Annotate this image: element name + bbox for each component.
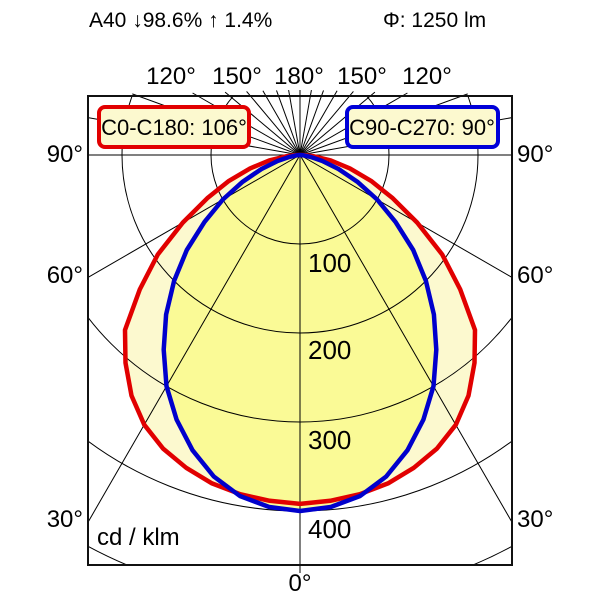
angle-label-left-2: 30° [47, 506, 83, 533]
radial-value-label-3: 400 [308, 514, 351, 544]
header-lamp-distribution: A40 ↓98.6% ↑ 1.4% [89, 9, 272, 32]
grid-ray-130-left [224, 91, 301, 156]
angle-label-bottom-0: 0° [289, 570, 312, 597]
legend-box-c90-c270 [345, 105, 500, 149]
grid-ray-160-right [299, 90, 324, 156]
grid-ray-60-left [87, 154, 301, 278]
angle-label-right-1: 60° [517, 262, 553, 289]
grid-ray-130-right [299, 91, 376, 156]
grid-ray-140-right [299, 91, 354, 156]
radial-value-label-2: 300 [308, 425, 351, 455]
angle-label-left-0: 90° [47, 141, 83, 168]
legend-box-c0-c180 [97, 105, 251, 149]
angle-label-top-2: 180° [274, 63, 324, 90]
axis-label-layer: 120° 150° 180° 150° 120° 90° 60° 30° 90° 60° 30° 10… [47, 63, 554, 544]
legend-label-c0-c180: C0-C180: 106° [101, 115, 247, 140]
legend-label-c90-c270: C90-C270: 90° [349, 115, 495, 140]
angle-label-left-1: 60° [47, 262, 83, 289]
curve-c0-c180 [122, 152, 478, 507]
curve-c90-c270 [161, 152, 439, 514]
angle-label-top-3: 150° [337, 63, 387, 90]
grid-ray-170-left [288, 90, 301, 156]
radial-value-label-0: 100 [308, 248, 351, 278]
plot-border [87, 95, 513, 566]
unit-label: cd / klm [97, 524, 180, 551]
radial-value-label-1: 200 [308, 335, 351, 365]
grid-ray-30-right [299, 154, 513, 523]
grid-ray-150-right [299, 90, 338, 156]
grid-ray-170-right [299, 90, 312, 156]
grid-ray-60-right [299, 154, 513, 278]
angle-label-top-0: 120° [146, 63, 196, 90]
grid-ray-150-left [262, 90, 301, 156]
angle-label-right-0: 90° [517, 141, 553, 168]
angle-label-right-2: 30° [517, 506, 553, 533]
curve-stroke-layer [122, 152, 478, 514]
grid-ray-140-left [246, 91, 301, 156]
angle-label-top-1: 150° [212, 63, 262, 90]
grid-ray-30-left [87, 154, 301, 523]
header-luminous-flux: Φ: 1250 lm [383, 9, 486, 32]
grid-ray-160-left [276, 90, 301, 156]
beam-angle-legend: C0-C180: 106° C90-C270: 90° [97, 105, 500, 149]
angle-label-top-4: 120° [402, 63, 452, 90]
